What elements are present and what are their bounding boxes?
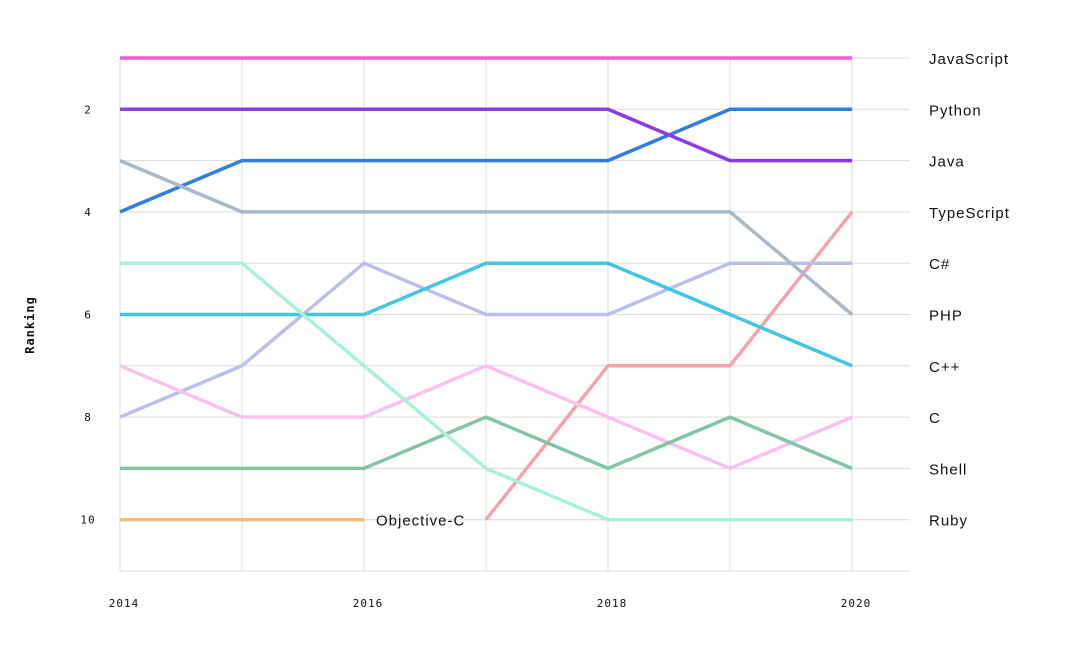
y-axis-label: Ranking: [23, 296, 37, 354]
axis-ticks: 2014 2016 2018 2020 2 4 6 8 10: [80, 103, 872, 610]
series-line-java: [120, 107, 852, 163]
series-label: JavaScript: [929, 51, 1009, 68]
x-tick-label: 2016: [353, 597, 384, 610]
series-lines: [119, 56, 854, 522]
y-tick-label: 8: [84, 411, 92, 424]
series-line-ruby: [120, 261, 852, 522]
series-label: Objective-C: [376, 513, 465, 530]
series-line-shell: [120, 415, 853, 471]
y-tick-label: 6: [84, 309, 92, 322]
x-tick-label: 2020: [841, 597, 872, 610]
series-labels: JavaScript Python Java TypeScript C# PHP C++ C S…: [376, 51, 1010, 530]
x-tick-label: 2014: [109, 597, 140, 610]
y-tick-label: 2: [84, 103, 92, 116]
series-line-c-: [119, 261, 852, 419]
series-label: TypeScript: [929, 205, 1010, 222]
series-label: C: [929, 410, 941, 427]
series-line-php: [119, 158, 854, 316]
y-tick-label: 4: [84, 206, 92, 219]
series-label: Python: [929, 102, 982, 119]
series-label: C++: [929, 359, 960, 376]
series-label: Ruby: [929, 513, 968, 530]
series-label: Shell: [929, 461, 967, 478]
y-tick-label: 10: [80, 514, 95, 527]
series-line-c: [119, 364, 853, 471]
series-label: PHP: [929, 308, 963, 325]
series-line-python: [119, 107, 852, 214]
series-label: C#: [929, 256, 950, 273]
series-line-c-: [120, 261, 853, 368]
x-tick-label: 2018: [597, 597, 628, 610]
series-label: Java: [929, 154, 965, 171]
